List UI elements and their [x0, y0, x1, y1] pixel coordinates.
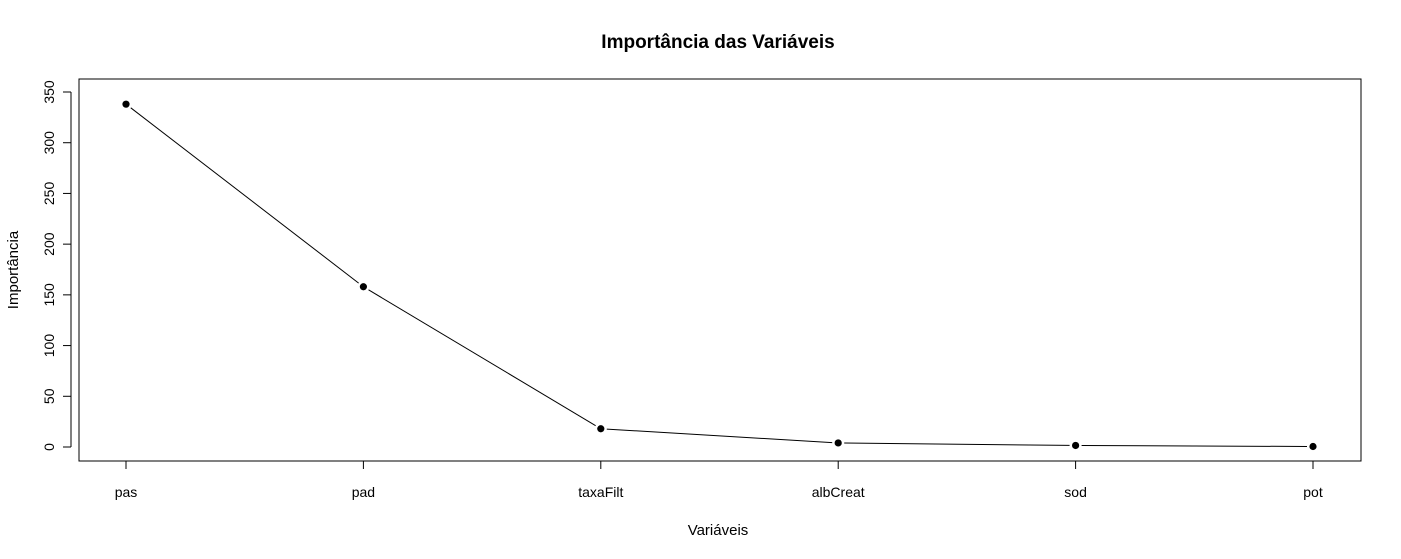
series-line-segment [1081, 445, 1308, 447]
y-tick-label: 300 [41, 131, 57, 155]
x-tick-label: taxaFilt [578, 484, 623, 500]
x-tick-label: albCreat [812, 484, 865, 500]
y-tick-label: 350 [41, 80, 57, 104]
series-line-segment [130, 107, 359, 284]
y-tick-label: 150 [41, 283, 57, 307]
series-line-segment [368, 289, 596, 427]
data-point [359, 283, 367, 291]
x-tick-label: pot [1303, 484, 1323, 500]
y-axis-label: Importância [5, 230, 22, 309]
chart-title: Importância das Variáveis [601, 32, 834, 53]
x-axis-label: Variáveis [688, 522, 749, 539]
data-point [1309, 442, 1317, 451]
data-point [597, 425, 605, 433]
series-line-segment [844, 442, 1070, 446]
y-tick-label: 250 [41, 182, 57, 206]
x-tick-label: pas [115, 484, 138, 500]
x-tick-label: pad [352, 484, 375, 500]
data-point [122, 100, 130, 108]
plot-frame [78, 78, 1362, 462]
data-point [1072, 441, 1080, 450]
y-tick-label: 100 [41, 334, 57, 358]
y-tick-label: 50 [41, 388, 57, 404]
y-tick-label: 200 [41, 232, 57, 256]
series-importancia [122, 100, 1317, 451]
y-axis: 0 50 100 150 200 250 300 350 [41, 80, 72, 451]
y-tick-label: 0 [41, 443, 57, 451]
x-axis: pas pad taxaFilt albCreat sod pot [115, 460, 1323, 500]
series-line-segment [606, 428, 833, 444]
data-point [834, 439, 842, 447]
x-tick-label: sod [1064, 484, 1087, 500]
